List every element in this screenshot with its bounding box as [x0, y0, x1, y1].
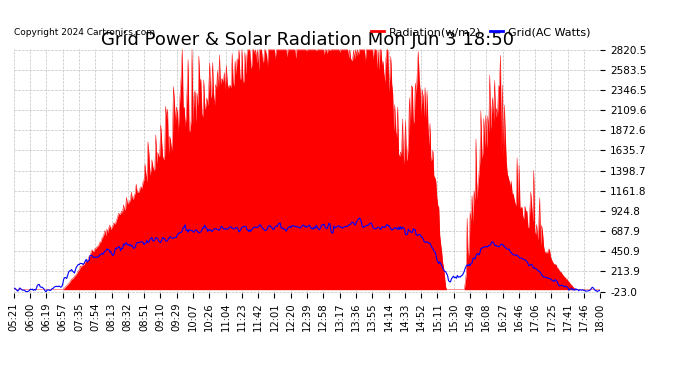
Text: Copyright 2024 Cartronics.com: Copyright 2024 Cartronics.com	[14, 28, 155, 37]
Legend: Radiation(w/m2), Grid(AC Watts): Radiation(w/m2), Grid(AC Watts)	[366, 22, 595, 42]
Title: Grid Power & Solar Radiation Mon Jun 3 18:50: Grid Power & Solar Radiation Mon Jun 3 1…	[101, 31, 513, 49]
